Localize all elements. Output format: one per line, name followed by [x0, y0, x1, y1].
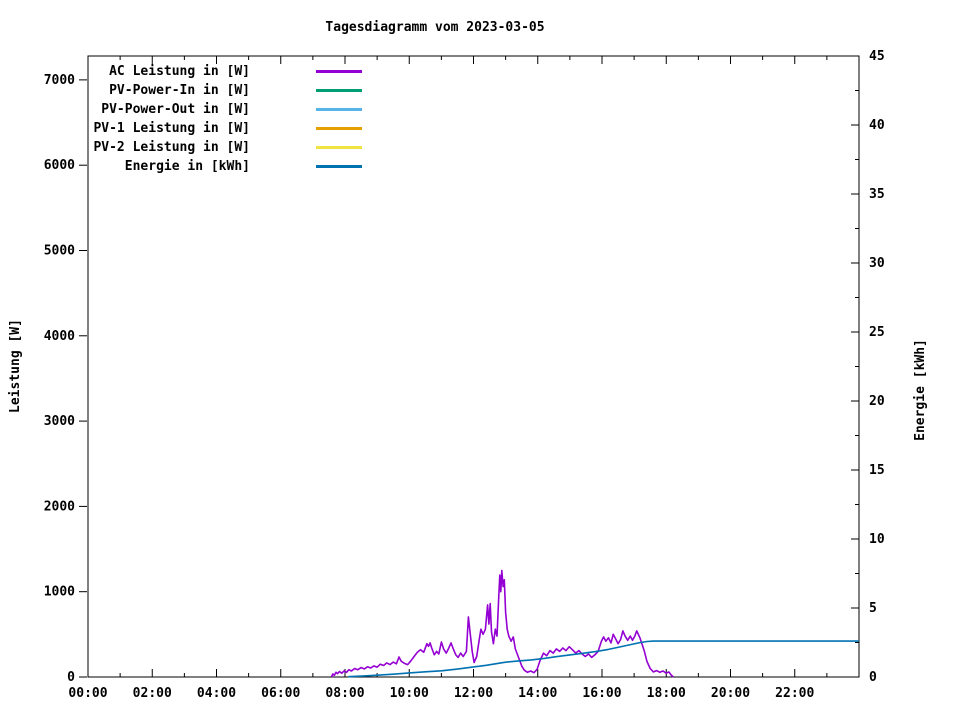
y-right-tick-label: 10: [869, 532, 885, 547]
y-right-tick-label: 30: [869, 256, 885, 271]
y-left-tick-label: 0: [67, 670, 75, 685]
x-tick-label: 16:00: [582, 686, 621, 701]
y-right-tick-label: 5: [869, 601, 877, 616]
legend-line-sample-ac-leistung: [316, 70, 362, 73]
legend-label-pv2-leistung: PV-2 Leistung in [W]: [93, 140, 250, 155]
x-tick-label: 00:00: [68, 686, 107, 701]
y-left-tick-label: 6000: [44, 158, 75, 173]
y-right-tick-label: 40: [869, 118, 885, 133]
x-tick-label: 06:00: [261, 686, 300, 701]
y-axis-right: 0 5 10 15 20 25 30 35 40 45: [851, 49, 885, 685]
y-left-tick-label: 7000: [44, 73, 75, 88]
y-right-tick-label: 20: [869, 394, 885, 409]
y-right-tick-label: 35: [869, 187, 885, 202]
x-tick-label: 18:00: [647, 686, 686, 701]
legend-line-sample-pv2-leistung: [316, 146, 362, 149]
chart-title: Tagesdiagramm vom 2023-03-05: [325, 20, 545, 35]
legend-label-pv-power-in: PV-Power-In in [W]: [109, 83, 250, 98]
y-left-tick-label: 5000: [44, 243, 75, 258]
legend-row-pv2-leistung: PV-2 Leistung in [W]: [0, 138, 960, 157]
legend-label-energie: Energie in [kWh]: [124, 159, 250, 174]
legend-row-energie: Energie in [kWh]: [0, 157, 960, 176]
y-right-tick-label: 15: [869, 463, 885, 478]
legend-row-pv-power-out: PV-Power-Out in [W]: [0, 100, 960, 119]
legend-row-pv-power-in: PV-Power-In in [W]: [0, 81, 960, 100]
y-left-tick-label: 4000: [44, 329, 75, 344]
legend-line-sample-pv-power-out: [316, 108, 362, 111]
x-tick-label: 04:00: [197, 686, 236, 701]
y-right-tick-label: 0: [869, 670, 877, 685]
x-tick-label: 20:00: [711, 686, 750, 701]
x-tick-label: 14:00: [518, 686, 557, 701]
legend-line-sample-pv1-leistung: [316, 127, 362, 130]
legend: AC Leistung in [W] PV-Power-In in [W] PV…: [0, 62, 960, 176]
legend-label-pv1-leistung: PV-1 Leistung in [W]: [93, 121, 250, 136]
x-tick-label: 08:00: [325, 686, 364, 701]
y-right-tick-label: 45: [869, 49, 885, 64]
legend-line-sample-pv-power-in: [316, 89, 362, 92]
legend-label-ac-leistung: AC Leistung in [W]: [109, 64, 250, 79]
x-tick-label: 02:00: [133, 686, 172, 701]
y-right-tick-label: 25: [869, 325, 885, 340]
x-axis: 00:00 02:00 04:00 06:00 08:00 10:00 12:00 14:00…: [68, 56, 828, 701]
series-ac-leistung-in-w: [330, 569, 674, 678]
legend-line-sample-energie: [316, 165, 362, 168]
y-left-tick-label: 1000: [44, 585, 75, 600]
y-left-tick-label: 3000: [44, 414, 75, 429]
series-energie-in-kwh: [348, 640, 859, 678]
x-tick-label: 12:00: [454, 686, 493, 701]
y-axis-left: 0 1000 2000 3000 4000 5000 6000 7000: [44, 73, 87, 685]
legend-label-pv-power-out: PV-Power-Out in [W]: [101, 102, 250, 117]
x-tick-label: 22:00: [775, 686, 814, 701]
x-tick-label: 10:00: [390, 686, 429, 701]
legend-row-pv1-leistung: PV-1 Leistung in [W]: [0, 119, 960, 138]
legend-row-ac-leistung: AC Leistung in [W]: [0, 62, 960, 81]
y-left-tick-label: 2000: [44, 499, 75, 514]
